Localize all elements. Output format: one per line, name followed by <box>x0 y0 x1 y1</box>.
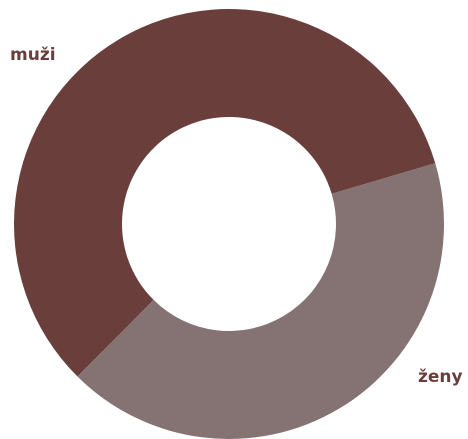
donut-segment <box>77 163 444 439</box>
donut-segment <box>13 8 436 377</box>
segment-label: muži <box>10 45 56 65</box>
segment-label: ženy <box>418 367 463 387</box>
